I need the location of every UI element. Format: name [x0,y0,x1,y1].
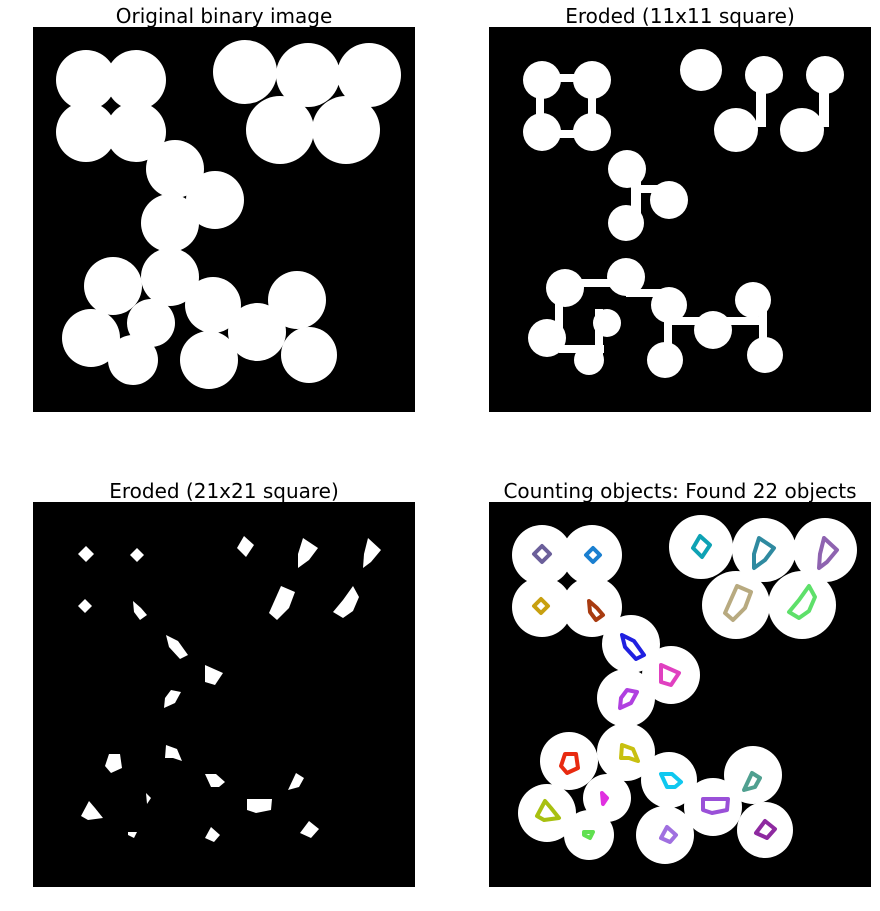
object-outline [532,597,550,615]
panel-title-original: Original binary image [115,4,333,28]
panel-title-eroded-11: Eroded (11x11 square) [565,4,795,28]
object-outline [659,825,678,844]
object-outline [754,819,777,840]
object-outline [532,544,552,564]
object-outline [618,688,639,710]
object-outline [619,743,640,763]
panel-eroded-21: Eroded (21x21 square) [33,475,415,887]
image-original [33,27,415,412]
object-outline [817,536,839,570]
object-outline [701,797,730,815]
image-eroded-21 [33,502,415,887]
object-outline [752,536,776,570]
object-outline [600,791,609,806]
panel-title-eroded-21: Eroded (21x21 square) [109,479,339,503]
panel-title-counted: Counting objects: Found 22 objects [503,479,857,503]
panel-counted: Counting objects: Found 22 objects [489,475,871,887]
object-outline [620,633,646,661]
panel-eroded-11: Eroded (11x11 square) [489,0,871,412]
object-outline [584,546,602,564]
object-outline [742,771,762,792]
object-outline [659,772,683,789]
image-counted [489,502,871,887]
object-outline [659,663,681,687]
image-eroded-11 [489,27,871,412]
object-outline [582,830,595,840]
object-outline [691,534,712,559]
object-outline [587,599,605,622]
object-outline [787,584,817,620]
panel-original: Original binary image [33,0,415,412]
object-outline [723,584,753,622]
object-outline [559,752,580,775]
object-outline [535,799,561,822]
